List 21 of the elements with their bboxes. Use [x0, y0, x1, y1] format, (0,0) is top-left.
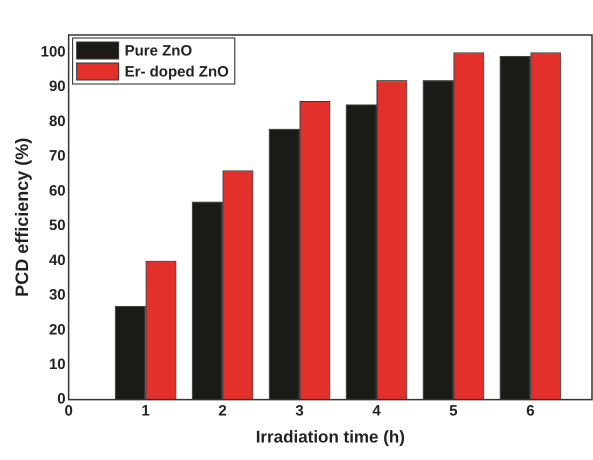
y-tick-label: 20 — [48, 321, 66, 338]
legend-label: Pure ZnO — [124, 42, 192, 60]
y-tick-label: 30 — [48, 286, 66, 304]
y-tick-label: 100 — [40, 44, 66, 61]
x-tick-label: 6 — [526, 402, 535, 420]
x-tick-label: 2 — [218, 402, 227, 420]
y-tick-label: 10 — [48, 356, 66, 374]
y-axis-title: PCD efficiency (%) — [12, 138, 32, 297]
y-tick-label: 70 — [48, 148, 66, 165]
y-tick-label: 60 — [48, 182, 66, 200]
y-tick-label: 90 — [48, 78, 66, 96]
y-tick-label: 50 — [48, 217, 66, 234]
y-tick-label: 0 — [57, 390, 66, 408]
x-tick-label: 5 — [449, 402, 458, 420]
legend-label: Er- doped ZnO — [124, 64, 230, 81]
y-tick-label: 40 — [48, 252, 66, 269]
x-axis-title: Irradiation time (h) — [256, 427, 405, 446]
y-tick-label: 80 — [48, 112, 66, 130]
x-tick-label: 3 — [295, 402, 304, 420]
x-tick-label: 1 — [141, 402, 150, 420]
x-tick-label: 4 — [372, 402, 382, 420]
